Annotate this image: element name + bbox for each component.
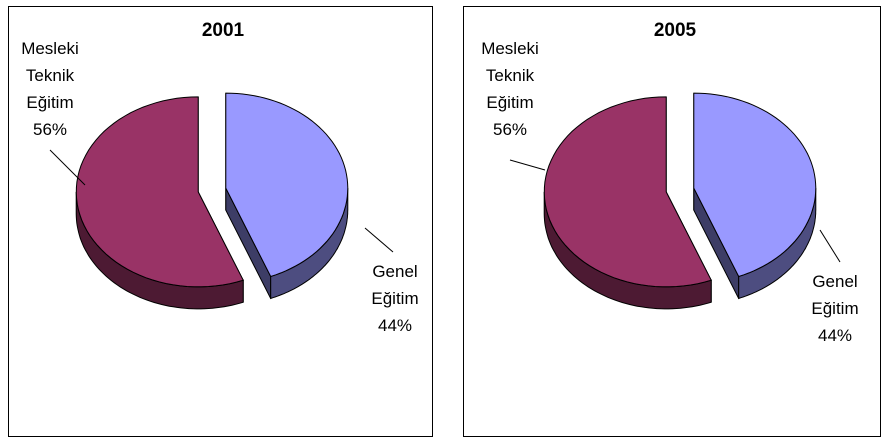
leader-line <box>509 159 546 171</box>
value-label: 56% <box>32 120 68 139</box>
category-label: Genel Eğitim <box>811 272 859 318</box>
value-label: 56% <box>492 120 528 139</box>
leader-line <box>819 229 841 263</box>
slice <box>225 92 349 278</box>
chart-frame <box>8 6 433 437</box>
slice <box>543 96 712 288</box>
data-label: Genel Eğitim 44% <box>350 258 440 339</box>
chart-title: 2005 <box>653 20 697 41</box>
leader-line <box>364 227 394 253</box>
category-label: Mesleki Teknik Eğitim <box>21 39 79 112</box>
slice <box>693 92 817 278</box>
data-label: Mesleki Teknik Eğitim 56% <box>465 35 555 143</box>
data-label: Mesleki Teknik Eğitim 56% <box>5 35 95 143</box>
chart-frame <box>463 6 881 437</box>
slice <box>75 96 244 288</box>
chart-title: 2001 <box>201 20 245 41</box>
category-label: Genel Eğitim <box>371 262 419 308</box>
data-label: Genel Eğitim 44% <box>790 268 880 349</box>
category-label: Mesleki Teknik Eğitim <box>481 39 539 112</box>
value-label: 44% <box>377 316 413 335</box>
value-label: 44% <box>817 326 853 345</box>
leader-line <box>49 149 86 186</box>
